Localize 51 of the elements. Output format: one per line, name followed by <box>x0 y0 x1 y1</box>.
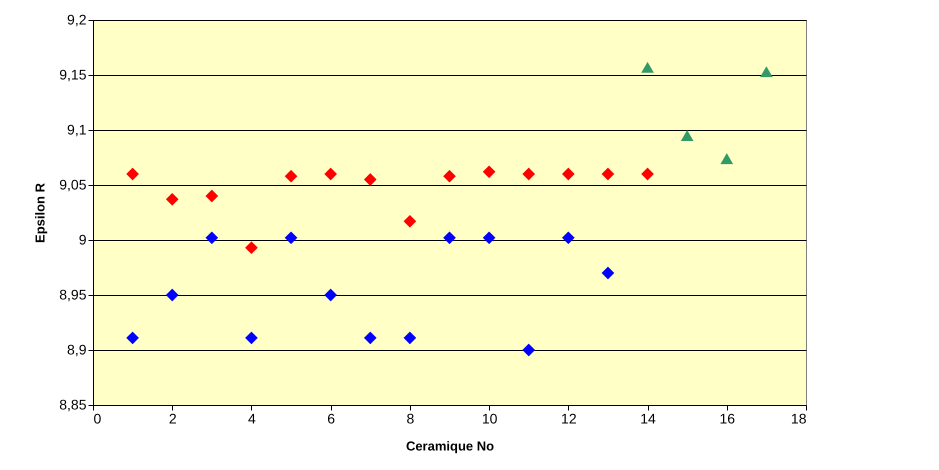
point <box>562 168 575 180</box>
point <box>284 170 298 183</box>
y-tick-label: 9,05 <box>59 176 87 192</box>
point <box>166 288 179 302</box>
point <box>364 332 377 344</box>
point <box>404 214 416 228</box>
point <box>245 241 258 254</box>
point <box>482 165 496 178</box>
x-tick-label: 8 <box>406 410 414 426</box>
x-tick-label: 18 <box>790 410 807 426</box>
x-tick-label: 6 <box>327 410 336 426</box>
point <box>443 231 456 244</box>
point <box>364 173 377 186</box>
x-tick-label: 10 <box>482 410 498 426</box>
y-tick-label: 8,95 <box>59 286 87 302</box>
y-axis-title: Epsilon R <box>32 182 48 243</box>
point <box>482 231 496 244</box>
y-tick-label: 8,9 <box>67 342 87 358</box>
point <box>443 170 456 183</box>
y-tick-label: 9,15 <box>59 66 87 82</box>
point <box>404 332 416 344</box>
point <box>720 153 734 164</box>
point <box>324 168 337 180</box>
point <box>166 192 179 206</box>
x-tick-label: 0 <box>94 410 102 426</box>
point <box>522 344 536 356</box>
x-axis-title: Ceramique No <box>406 438 494 454</box>
point <box>602 266 614 280</box>
point <box>324 288 337 302</box>
point <box>760 66 773 78</box>
x-tick-label: 2 <box>168 410 177 426</box>
y-tick-label: 9 <box>78 232 87 248</box>
y-tick-label: 8,85 <box>59 396 87 412</box>
y-tick-label: 9,2 <box>67 12 87 28</box>
x-tick-label: 14 <box>640 410 656 426</box>
point <box>126 168 139 180</box>
point <box>522 168 536 180</box>
point <box>602 168 614 180</box>
point <box>680 130 694 141</box>
point <box>206 231 218 244</box>
point <box>562 231 575 244</box>
point <box>641 62 654 73</box>
x-tick-label: 16 <box>719 410 736 426</box>
x-tick-label: 4 <box>248 410 256 426</box>
y-tick-label: 9,1 <box>67 122 87 138</box>
point <box>284 231 298 244</box>
point <box>206 190 218 202</box>
x-tick-label: 12 <box>561 410 577 426</box>
point <box>641 168 654 180</box>
point <box>126 332 139 344</box>
point <box>245 332 258 344</box>
